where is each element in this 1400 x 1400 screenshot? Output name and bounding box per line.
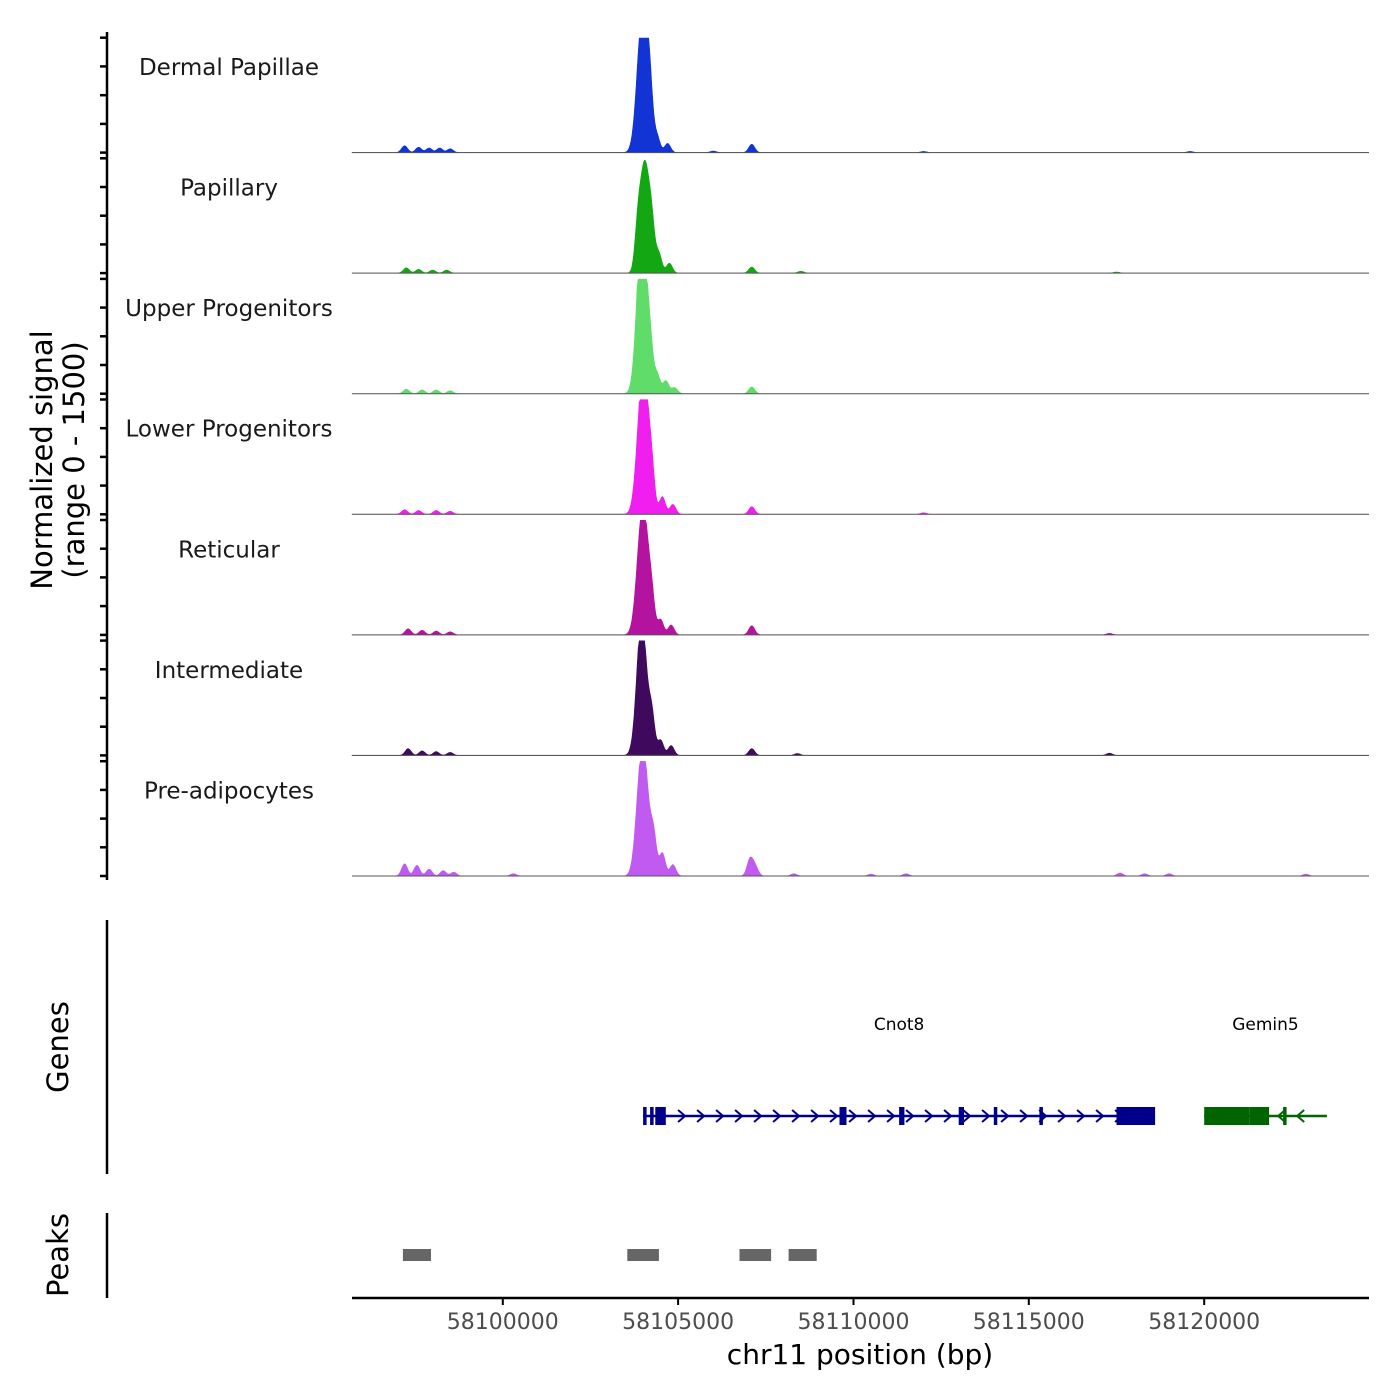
x-axis: 58100000 58105000 58110000 58115000 58120000… <box>352 1296 1369 1371</box>
coverage-area <box>351 519 1370 636</box>
strand-arrow <box>1295 1109 1305 1123</box>
strand-arrow <box>1000 1109 1010 1123</box>
peak-region <box>627 1249 659 1261</box>
peaks-axis-label: Peaks <box>41 1213 75 1297</box>
exon <box>899 1107 905 1125</box>
strand-arrow <box>1276 1109 1286 1123</box>
track-label: Papillary <box>180 176 278 202</box>
x-axis-label: chr11 position (bp) <box>727 1338 993 1371</box>
track-label: Upper Progenitors <box>125 296 333 322</box>
strand-arrow <box>715 1109 725 1123</box>
track-label: Pre-adipocytes <box>144 778 314 804</box>
exon <box>1116 1107 1156 1125</box>
exon <box>1249 1107 1270 1125</box>
x-tick-label: 58110000 <box>798 1310 910 1335</box>
signal-panel: Normalized signal (range 0 - 1500) Derma… <box>25 32 1370 880</box>
strand-arrow <box>1076 1109 1086 1123</box>
exon <box>1204 1107 1250 1125</box>
x-tick-label: 58115000 <box>973 1310 1085 1335</box>
track-dermal-papillae: Dermal Papillae <box>139 37 1370 154</box>
genes-axis-label: Genes <box>41 1001 75 1093</box>
x-tick-label: 58100000 <box>447 1310 559 1335</box>
strand-arrow <box>981 1109 991 1123</box>
strand-arrow <box>1057 1109 1067 1123</box>
track-lower-progenitors: Lower Progenitors <box>126 399 1370 515</box>
coverage-area <box>351 640 1370 756</box>
strand-arrow <box>791 1109 801 1123</box>
exon <box>958 1107 964 1125</box>
track-label: Lower Progenitors <box>126 417 333 443</box>
strand-arrow <box>848 1109 858 1123</box>
track-intermediate: Intermediate <box>155 640 1370 756</box>
track-papillary: Papillary <box>180 159 1370 274</box>
gene-gemin5: Gemin5 <box>1204 1015 1327 1125</box>
exon <box>643 1107 647 1125</box>
gene-label: Cnot8 <box>874 1015 925 1035</box>
gene-label: Gemin5 <box>1232 1015 1299 1035</box>
track-pre-adipocytes: Pre-adipocytes <box>144 761 1369 877</box>
strand-arrow <box>1095 1109 1105 1123</box>
strand-arrow <box>734 1109 744 1123</box>
track-reticular: Reticular <box>178 519 1370 636</box>
peak-region <box>739 1249 772 1261</box>
x-axis-ticks: 58100000 58105000 58110000 58115000 58120000 <box>447 1298 1260 1335</box>
track-label: Reticular <box>178 537 280 563</box>
coverage-tracks: Dermal Papillae Papillary Upper Progenitor… <box>125 37 1370 877</box>
exon <box>1283 1107 1287 1125</box>
strand-arrow <box>905 1109 915 1123</box>
signal-axis-ticks <box>100 36 107 878</box>
x-tick-label: 58105000 <box>622 1310 734 1335</box>
peak-region <box>788 1249 817 1261</box>
strand-arrow <box>772 1109 782 1123</box>
coverage-area <box>351 278 1370 395</box>
strand-arrow <box>962 1109 972 1123</box>
strand-arrow <box>1019 1109 1029 1123</box>
exon <box>839 1107 847 1125</box>
strand-arrow <box>696 1109 706 1123</box>
signal-axis-label-line1: Normalized signal <box>25 330 59 589</box>
exon <box>1039 1107 1043 1125</box>
x-tick-label: 58120000 <box>1148 1310 1260 1335</box>
strand-arrow <box>867 1109 877 1123</box>
signal-axis-label-line2: (range 0 - 1500) <box>57 341 91 578</box>
gene-cnot8: Cnot8 <box>643 1015 1156 1125</box>
track-label: Intermediate <box>155 658 303 684</box>
strand-arrow <box>943 1109 953 1123</box>
peak-region <box>402 1249 431 1261</box>
track-upper-progenitors: Upper Progenitors <box>125 278 1370 395</box>
exon <box>993 1107 998 1125</box>
peak-regions <box>402 1249 817 1261</box>
strand-arrow <box>924 1109 934 1123</box>
coverage-area <box>351 159 1370 274</box>
peaks-panel: Peaks <box>41 1213 817 1298</box>
coverage-area <box>351 399 1370 515</box>
track-label: Dermal Papillae <box>139 55 319 81</box>
coverage-area <box>352 761 1369 877</box>
coverage-area <box>351 37 1370 153</box>
strand-arrow <box>753 1109 763 1123</box>
strand-arrow <box>677 1109 687 1123</box>
exon <box>650 1107 654 1125</box>
genes-panel: Genes Cnot8 Gemin5 <box>41 920 1327 1174</box>
strand-arrow <box>886 1109 896 1123</box>
strand-arrow <box>829 1109 839 1123</box>
exon <box>655 1107 666 1125</box>
gene-models: Cnot8 Gemin5 <box>643 1015 1327 1125</box>
strand-arrow <box>810 1109 820 1123</box>
